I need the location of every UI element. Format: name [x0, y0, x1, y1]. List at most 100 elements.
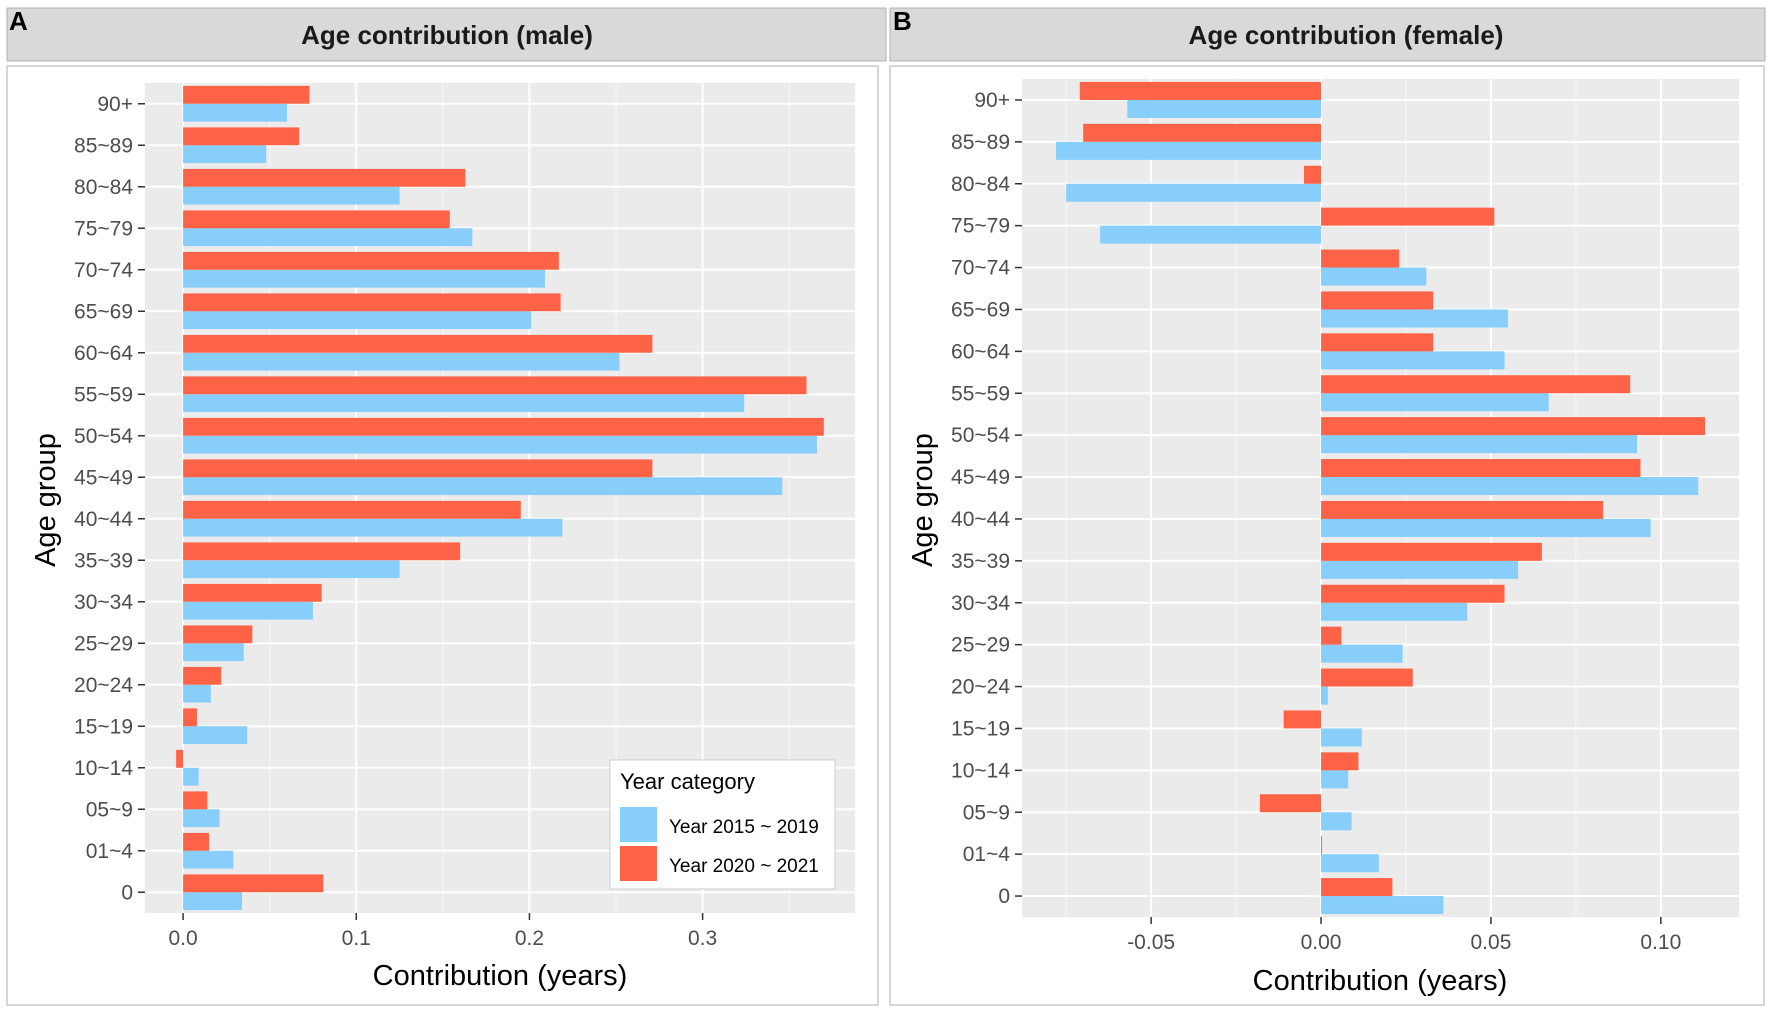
- panel-female-title: Age contribution (female): [1189, 20, 1504, 50]
- bar-female-year-2015-2019-01-4: [1321, 854, 1379, 873]
- panel-male-xtick-label-0: 0.0: [168, 927, 197, 950]
- bar-female-year-2015-2019-60-64: [1321, 351, 1505, 370]
- bar-female-year-2020-2021-85-89: [1083, 123, 1322, 142]
- panel-female-ytick-label-45-49: 45~49: [951, 466, 1010, 489]
- bar-male-year-2015-2019-25-29: [183, 643, 244, 662]
- bar-female-year-2015-2019-30-34: [1321, 602, 1468, 621]
- bar-male-year-2020-2021-90: [183, 85, 310, 104]
- panel-male-ytick-label-65-69: 65~69: [74, 300, 133, 323]
- bar-male-year-2020-2021-10-14: [176, 749, 184, 768]
- panel-female-ytick-label-90: 90+: [974, 89, 1010, 112]
- bar-male-year-2020-2021-80-84: [183, 168, 466, 187]
- bar-female-year-2015-2019-10-14: [1321, 770, 1349, 789]
- panel-female-ytick-label-40-44: 40~44: [951, 508, 1010, 531]
- panel-male-ytick-label-75-79: 75~79: [74, 217, 133, 240]
- bar-female-year-2015-2019-70-74: [1321, 267, 1427, 286]
- panel-male-xtick-label-1: 0.1: [342, 927, 371, 950]
- panel-label-a: A: [9, 6, 28, 36]
- bar-male-year-2020-2021-01-4: [183, 832, 210, 851]
- bar-female-year-2020-2021-20-24: [1321, 668, 1413, 687]
- bar-female-year-2020-2021-01-4: [1321, 836, 1323, 855]
- bar-male-year-2020-2021-15-19: [183, 708, 197, 727]
- bar-female-year-2015-2019-75-79: [1100, 225, 1322, 244]
- legend-title: Year category: [620, 769, 755, 794]
- panel-female-ytick-label-0: 0: [998, 885, 1010, 908]
- panel-male-ytick-label-10-14: 10~14: [74, 757, 133, 780]
- panel-male-ytick-label-80-84: 80~84: [74, 176, 133, 199]
- bar-male-year-2020-2021-30-34: [183, 583, 322, 602]
- panel-female-ytick-label-85-89: 85~89: [951, 131, 1010, 154]
- panel-male-x-axis-title: Contribution (years): [373, 960, 628, 992]
- legend-swatch-2015-2019: [620, 807, 657, 842]
- bar-female-year-2020-2021-05-9: [1259, 794, 1322, 813]
- panel-male-xtick-label-2: 0.2: [515, 927, 544, 950]
- panel-female-plot-area: [1022, 79, 1739, 917]
- legend-label-2015-2019: Year 2015 ~ 2019: [669, 817, 819, 838]
- bar-male-year-2020-2021-50-54: [183, 417, 824, 436]
- bar-male-year-2015-2019-85-89: [183, 145, 267, 164]
- bar-female-year-2020-2021-60-64: [1321, 333, 1434, 352]
- panel-female-y-axis-title: Age group: [907, 433, 939, 567]
- panel-female-xtick-label-0: -0.05: [1127, 931, 1175, 954]
- bar-male-year-2020-2021-60-64: [183, 334, 653, 353]
- bar-female-year-2020-2021-15-19: [1283, 710, 1322, 729]
- bar-male-year-2020-2021-25-29: [183, 625, 253, 644]
- bar-male-year-2015-2019-10-14: [183, 767, 199, 786]
- bar-male-year-2015-2019-01-4: [183, 850, 234, 869]
- panel-male: Age contribution (male) A 0 01~4 05~9 10~14…: [6, 6, 887, 1006]
- bar-male-year-2020-2021-20-24: [183, 666, 222, 685]
- bar-male-year-2015-2019-35-39: [183, 560, 400, 579]
- panel-female-ytick-label-15-19: 15~19: [951, 717, 1010, 740]
- panel-female-y-axis: 0 01~4 05~9 10~14 15~19 20~24 25~29 30~34 35~39 4…: [951, 89, 1022, 908]
- panel-male-y-axis-title: Age group: [30, 433, 62, 567]
- bar-male-year-2020-2021-40-44: [183, 500, 521, 519]
- bar-male-year-2020-2021-85-89: [183, 127, 300, 146]
- bar-female-year-2020-2021-0: [1321, 878, 1393, 897]
- bar-male-year-2020-2021-0: [183, 874, 324, 893]
- panel-female-ytick-label-30-34: 30~34: [951, 592, 1010, 615]
- bar-female-year-2020-2021-90: [1079, 81, 1322, 100]
- panel-female-ytick-label-01-4: 01~4: [963, 843, 1011, 866]
- panel-male-title-strip: [6, 7, 887, 62]
- panel-label-b: B: [893, 6, 912, 36]
- bar-female-year-2020-2021-10-14: [1321, 752, 1359, 771]
- panel-female-ytick-label-75-79: 75~79: [951, 215, 1010, 238]
- panel-male-ytick-label-70-74: 70~74: [74, 259, 133, 282]
- panel-male-ytick-label-15-19: 15~19: [74, 715, 133, 738]
- panel-male-title: Age contribution (male): [301, 20, 593, 50]
- bar-male-year-2015-2019-80-84: [183, 186, 400, 205]
- panel-male-ytick-label-30-34: 30~34: [74, 591, 133, 614]
- panel-male-bars: [176, 85, 824, 911]
- bar-female-year-2020-2021-70-74: [1321, 249, 1400, 268]
- panel-male-ytick-label-0: 0: [121, 881, 133, 904]
- panel-male-ytick-label-85-89: 85~89: [74, 134, 133, 157]
- bar-female-year-2015-2019-65-69: [1321, 309, 1508, 328]
- bar-male-year-2015-2019-75-79: [183, 228, 473, 247]
- panel-female-ytick-label-20-24: 20~24: [951, 676, 1010, 699]
- bar-male-year-2015-2019-90: [183, 103, 287, 122]
- bar-male-year-2020-2021-75-79: [183, 210, 450, 229]
- bar-male-year-2015-2019-65-69: [183, 311, 532, 330]
- bar-female-year-2020-2021-65-69: [1321, 291, 1434, 310]
- panel-female-ytick-label-35-39: 35~39: [951, 550, 1010, 573]
- panel-male-x-axis: 0.0 0.1 0.2 0.3: [168, 913, 717, 950]
- bar-female-year-2020-2021-25-29: [1321, 626, 1342, 645]
- bar-male-year-2020-2021-45-49: [183, 459, 653, 478]
- panel-male-y-axis: 0 01~4 05~9 10~14 15~19 20~24 25~29 30~34 35~39 4…: [74, 93, 145, 904]
- panel-female-xtick-label-1: 0.00: [1301, 931, 1342, 954]
- panel-female-xtick-label-3: 0.10: [1640, 931, 1681, 954]
- bar-female-year-2020-2021-55-59: [1321, 375, 1631, 394]
- bar-female-year-2015-2019-20-24: [1321, 686, 1328, 705]
- panel-female: Age contribution (female) B 0 01~4 05~9 10~…: [889, 6, 1766, 1006]
- bar-male-year-2015-2019-40-44: [183, 518, 563, 537]
- legend-swatch-2020-2021: [620, 846, 657, 881]
- panel-female-ytick-label-50-54: 50~54: [951, 424, 1010, 447]
- panel-male-ytick-label-05-9: 05~9: [86, 798, 133, 821]
- bar-female-year-2015-2019-90: [1127, 99, 1322, 118]
- bar-male-year-2020-2021-05-9: [183, 791, 208, 810]
- panel-male-ytick-label-40-44: 40~44: [74, 508, 133, 531]
- bar-female-year-2015-2019-25-29: [1321, 644, 1403, 663]
- bar-male-year-2015-2019-30-34: [183, 601, 313, 620]
- panel-female-ytick-label-70-74: 70~74: [951, 257, 1010, 280]
